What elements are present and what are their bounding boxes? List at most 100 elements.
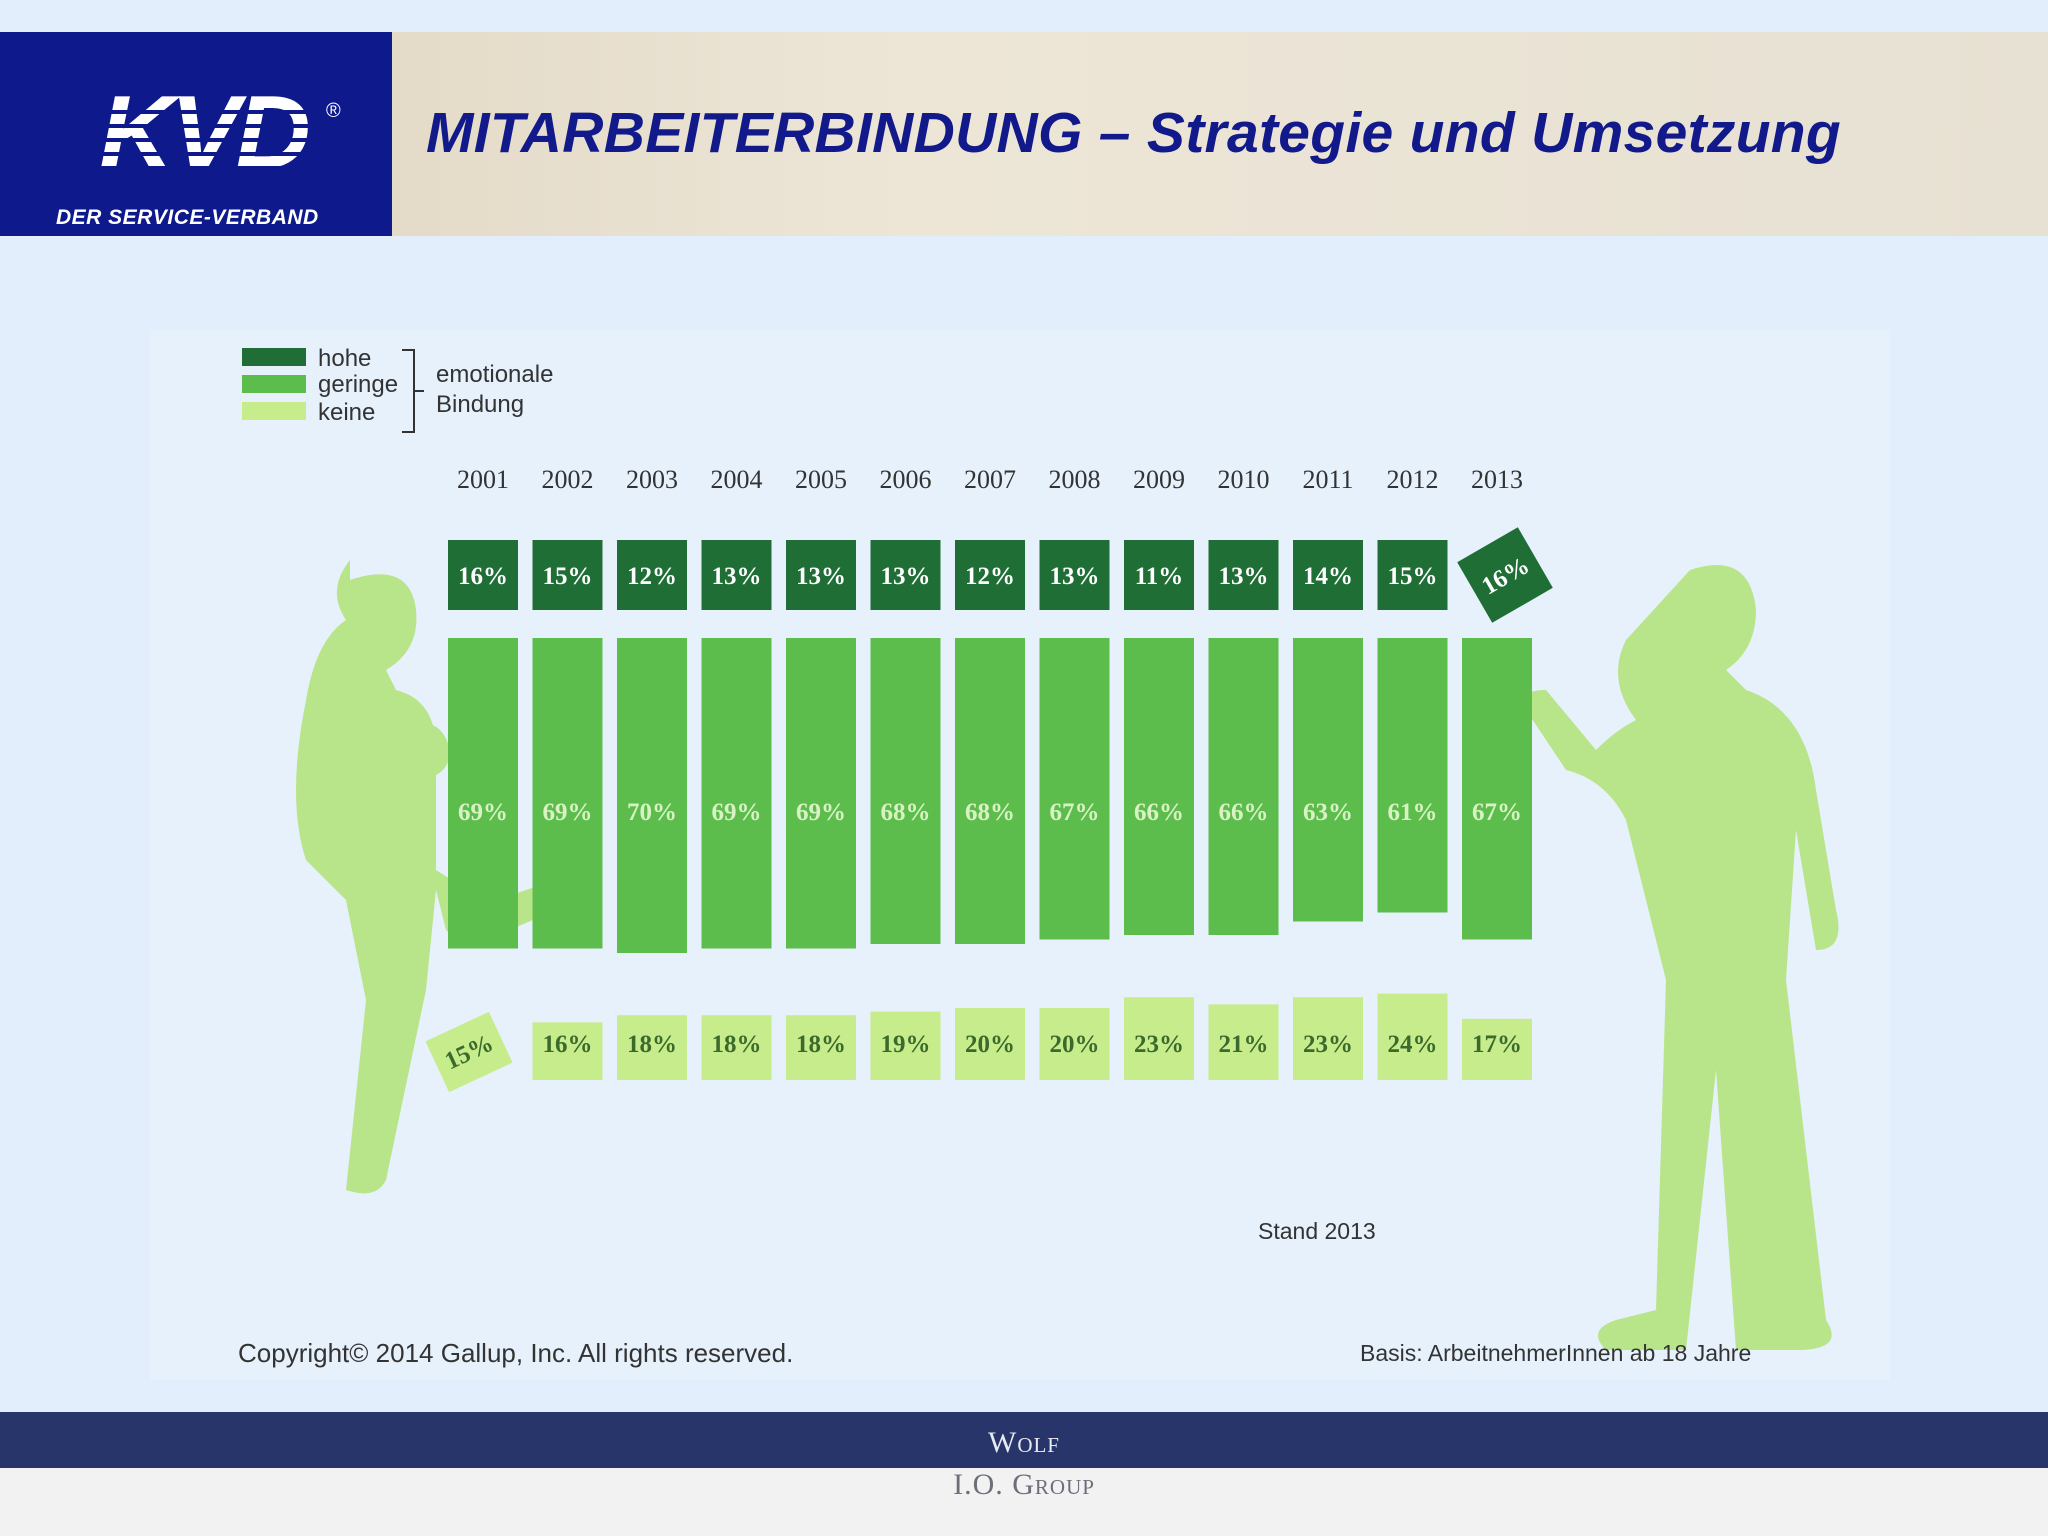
bar-group-keine: 24% (1377, 993, 1448, 1080)
bar-keine (425, 1011, 513, 1093)
bar-label-hohe: 13% (712, 563, 762, 590)
bar-group-hohe: 13% (701, 540, 772, 610)
bar-label-geringe: 66% (1219, 799, 1269, 826)
bar-label-keine: 18% (712, 1031, 762, 1058)
bar-label-hohe: 13% (881, 563, 931, 590)
bar-label-keine: 23% (1303, 1031, 1353, 1058)
bar-label-keine: 16% (543, 1031, 593, 1058)
bar-geringe (1039, 638, 1110, 940)
bar-group-keine: 18% (701, 1015, 772, 1080)
legend-group-label-line1: emotionale (436, 361, 553, 388)
year-tick-label: 2007 (964, 465, 1016, 494)
bar-hohe (1377, 540, 1448, 610)
bar-keine (1039, 1008, 1110, 1080)
right-figure-illustration (1523, 565, 1839, 1350)
bar-label-geringe: 67% (1472, 799, 1522, 826)
bar-keine (870, 1011, 941, 1080)
bar-group-hohe: 15% (1377, 540, 1448, 610)
chart: hohe geringe keine emotionale Bindung 20… (242, 345, 1839, 1350)
bar-keine (955, 1008, 1025, 1080)
legend-swatch-keine (242, 402, 306, 420)
bar-hohe (617, 540, 687, 610)
bar-geringe (1124, 638, 1194, 935)
bar-label-geringe: 69% (712, 799, 762, 826)
bar-label-hohe: 16% (458, 563, 508, 590)
bar-geringe (1462, 638, 1532, 940)
bar-label-geringe: 67% (1050, 799, 1100, 826)
figure-shape (400, 723, 450, 780)
year-tick-label: 2013 (1471, 465, 1523, 494)
bar-group-keine: 17% (1462, 1018, 1532, 1080)
bar-hohe (870, 540, 941, 610)
bar-group-keine: 20% (955, 1008, 1025, 1080)
bar-geringe (701, 638, 772, 949)
bar-geringe (448, 638, 518, 949)
bar-group-hohe: 13% (1039, 540, 1110, 610)
bar-label-geringe: 63% (1303, 799, 1353, 826)
bar-label-hohe: 15% (543, 563, 593, 590)
bar-hohe (448, 540, 518, 610)
bar-group-hohe: 11% (1124, 540, 1194, 610)
bar-group-hohe: 15% (532, 540, 603, 610)
bar-geringe (617, 638, 687, 953)
year-tick-label: 2003 (626, 465, 678, 494)
bar-group-hohe: 16% (1457, 527, 1553, 623)
year-tick-label: 2011 (1302, 465, 1353, 494)
bar-keine (1462, 1018, 1532, 1080)
bar-keine (1377, 993, 1448, 1080)
bar-label-keine: 18% (796, 1031, 846, 1058)
header-bar: KVD ® DER SERVICE-VERBAND MITARBEITERBIN… (0, 32, 2048, 236)
bar-label-geringe: 69% (796, 799, 846, 826)
bar-geringe (1293, 638, 1363, 922)
bar-group-keine: 20% (1039, 1008, 1110, 1080)
bar-group-hohe: 12% (617, 540, 687, 610)
legend-group-label-line2: Bindung (436, 391, 524, 418)
bar-label-hohe: 14% (1303, 563, 1353, 590)
bar-label-keine: 24% (1388, 1031, 1438, 1058)
bar-hohe (955, 540, 1025, 610)
figure-shape (1523, 565, 1839, 1350)
bar-label-geringe: 68% (881, 799, 931, 826)
footer-bottom (0, 1468, 2048, 1536)
legend: hohe geringe keine emotionale Bindung (242, 345, 553, 433)
bar-label-keine: 20% (965, 1031, 1015, 1058)
bar-group-keine: 16% (532, 1022, 603, 1080)
bar-label-keine: 21% (1219, 1031, 1269, 1058)
bar-hohe (532, 540, 603, 610)
bar-hohe (1208, 540, 1279, 610)
bar-label-keine: 19% (881, 1031, 931, 1058)
bar-keine (1293, 997, 1363, 1080)
bar-label-geringe: 69% (543, 799, 593, 826)
year-tick-label: 2006 (880, 465, 932, 494)
bar-label-hohe: 11% (1135, 563, 1184, 590)
bar-hohe (1293, 540, 1363, 610)
year-tick-label: 2004 (711, 465, 763, 494)
bars-layer: 2001 16% 69% 15% 2002 15% 69% 16% 2003 12% 70% 18% 2… (425, 465, 1553, 1093)
bar-label-keine: 17% (1472, 1031, 1522, 1058)
bar-label-hohe: 12% (627, 563, 677, 590)
bar-geringe (532, 638, 603, 949)
bar-hohe (1124, 540, 1194, 610)
legend-swatch-hohe (242, 348, 306, 366)
bar-hohe (1457, 527, 1553, 623)
footer-bar (0, 1412, 2048, 1468)
bar-label-hohe: 13% (1050, 563, 1100, 590)
year-tick-label: 2010 (1218, 465, 1270, 494)
bar-label-hohe: 12% (965, 563, 1015, 590)
year-tick-label: 2008 (1049, 465, 1101, 494)
bar-group-keine: 23% (1293, 997, 1363, 1080)
chart-panel: hohe geringe keine emotionale Bindung 20… (150, 330, 1890, 1380)
bar-label-geringe: 61% (1388, 799, 1438, 826)
bar-label-geringe: 66% (1134, 799, 1184, 826)
legend-bracket (402, 349, 424, 433)
logo-mark: KVD (99, 75, 311, 191)
bar-group-keine: 18% (617, 1015, 687, 1080)
bar-group-hohe: 13% (786, 540, 856, 610)
legend-swatch-geringe (242, 375, 306, 393)
bar-group-hohe: 13% (1208, 540, 1279, 610)
bar-label-keine: 20% (1050, 1031, 1100, 1058)
bar-geringe (1208, 638, 1279, 935)
bar-label-geringe: 68% (965, 799, 1015, 826)
bar-label-geringe: 69% (458, 799, 508, 826)
bar-label-keine: 18% (627, 1031, 677, 1058)
